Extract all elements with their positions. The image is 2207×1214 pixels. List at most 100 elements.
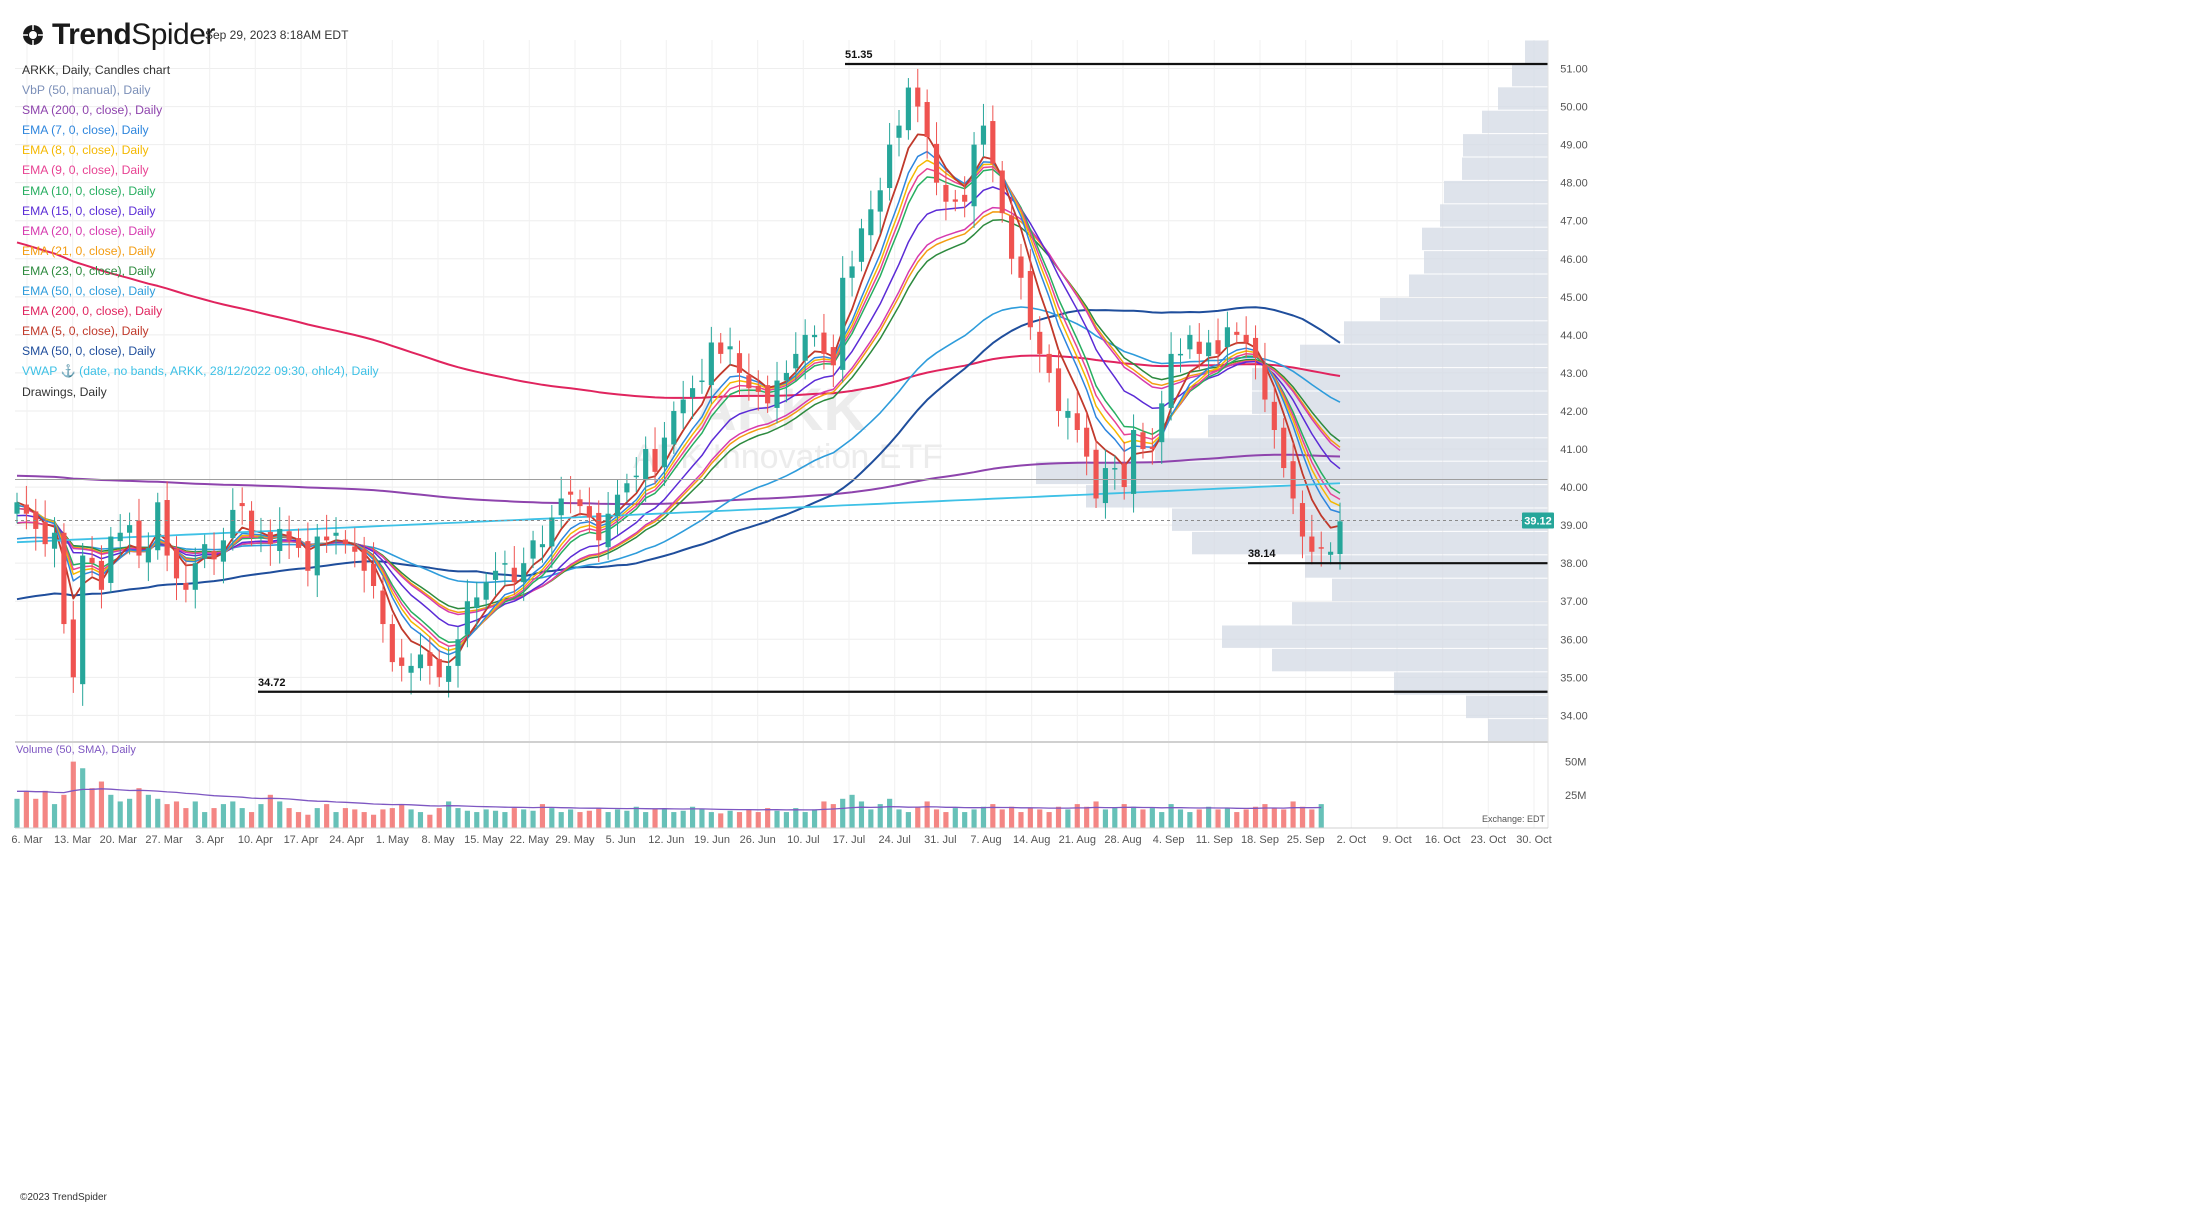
volume-bar	[802, 812, 808, 828]
candle-body	[1215, 340, 1221, 354]
volume-bar	[14, 798, 20, 828]
candle-body	[1262, 364, 1268, 400]
volume-bar	[42, 790, 48, 828]
candle-body	[840, 277, 846, 370]
candle-body	[755, 385, 761, 392]
candle-body	[1234, 331, 1240, 335]
volume-bar	[661, 808, 668, 828]
legend-entry[interactable]: ARKK, Daily, Candles chart	[22, 63, 171, 77]
volume-bar	[999, 809, 1005, 828]
volume-bar	[765, 808, 771, 828]
legend-entry[interactable]: EMA (23, 0, close), Daily	[22, 263, 156, 278]
volume-bar	[671, 812, 677, 828]
copyright: ©2023 TrendSpider	[20, 1192, 107, 1203]
vbp-bar	[1482, 110, 1548, 134]
volume-bar	[127, 798, 133, 828]
legend-entry[interactable]: EMA (8, 0, close), Daily	[22, 143, 149, 158]
candle-body	[399, 657, 405, 666]
volume-bar	[1206, 806, 1212, 828]
legend-entry[interactable]: VbP (50, manual), Daily	[22, 83, 151, 98]
volume-bar	[258, 804, 264, 828]
candle-body	[1009, 215, 1015, 259]
volume-bar	[980, 806, 987, 828]
legend-entry[interactable]: EMA (21, 0, close), Daily	[22, 243, 156, 258]
vbp-bar	[1344, 321, 1548, 344]
candle-body	[849, 266, 855, 278]
candle-body	[568, 491, 574, 495]
y-tick-label: 49.00	[1560, 140, 1588, 152]
legend-entry[interactable]: EMA (9, 0, close), Daily	[22, 163, 149, 178]
volume-bar	[145, 794, 151, 828]
x-tick-label: 24. Jul	[878, 834, 910, 846]
legend-entry[interactable]: EMA (200, 0, close), Daily	[22, 304, 163, 319]
ema-20-line	[16, 206, 1341, 616]
candle-body	[436, 659, 442, 678]
candle-body	[483, 582, 489, 600]
candle-body	[1159, 403, 1165, 443]
candle-body	[821, 332, 827, 354]
candle-body	[1337, 521, 1343, 555]
volume-bar	[1102, 809, 1109, 828]
volume-bar	[858, 801, 865, 828]
volume-bar	[971, 809, 977, 828]
candle-body	[1018, 256, 1024, 278]
volume-bar	[286, 808, 292, 828]
volume-bar	[577, 812, 583, 828]
candle-body	[1112, 468, 1118, 470]
legend-entry[interactable]: EMA (10, 0, close), Daily	[22, 183, 156, 198]
legend-entry[interactable]: Drawings, Daily	[22, 384, 107, 399]
volume-bar	[492, 810, 499, 828]
legend-entry[interactable]: SMA (200, 0, close), Daily	[22, 103, 163, 118]
volume-bar	[324, 804, 330, 828]
vbp-bar	[1305, 555, 1548, 578]
volume-bar	[436, 808, 442, 828]
candle-body	[417, 654, 424, 669]
legend-entry[interactable]: EMA (5, 0, close), Daily	[22, 324, 149, 339]
candle-body	[1027, 270, 1033, 328]
legend-entry[interactable]: EMA (20, 0, close), Daily	[22, 223, 156, 238]
candle-body	[1281, 427, 1287, 469]
candle-body	[1206, 342, 1212, 357]
candle-body	[314, 536, 320, 576]
last-price-badge	[1522, 512, 1554, 529]
legend-entry[interactable]: EMA (15, 0, close), Daily	[22, 203, 156, 218]
volume-bar	[389, 808, 395, 828]
legend-entry[interactable]: SMA (50, 0, close), Daily	[22, 344, 156, 359]
x-tick-label: 2. Oct	[1337, 834, 1366, 846]
candle-body	[324, 536, 330, 541]
volume-bar	[1159, 812, 1165, 828]
exchange-label: Exchange: EDT	[1482, 814, 1546, 824]
candle-body	[1149, 446, 1155, 450]
volume-bar	[614, 809, 621, 828]
candle-body	[943, 184, 949, 202]
candle-body	[352, 546, 358, 552]
volume-bar	[277, 801, 283, 828]
sma-200-line	[16, 453, 1341, 506]
candle-body	[933, 143, 940, 183]
y-tick-label: 36.00	[1560, 634, 1588, 646]
legend-entry[interactable]: EMA (7, 0, close), Daily	[22, 123, 149, 138]
candle-body	[192, 563, 198, 590]
x-tick-label: 30. Oct	[1516, 834, 1551, 846]
volume-bar	[183, 808, 189, 828]
y-tick-label: 47.00	[1560, 216, 1588, 228]
legend-entry[interactable]: EMA (50, 0, close), Daily	[22, 284, 156, 299]
volume-bar	[558, 812, 564, 828]
legend-entry[interactable]: VWAP ⚓ (date, no bands, ARKK, 28/12/2022…	[22, 364, 379, 379]
indicator-lines	[16, 133, 1341, 664]
candle-body	[830, 347, 836, 366]
candle-body	[689, 388, 696, 398]
vbp-bar	[1292, 602, 1548, 625]
candle-body	[1271, 401, 1277, 430]
volume-bar	[1262, 804, 1268, 828]
candle-body	[718, 342, 724, 354]
volume-bar	[1318, 804, 1324, 828]
candle-body	[783, 372, 789, 381]
candle-body	[652, 449, 658, 472]
x-tick-label: 12. Jun	[648, 834, 684, 846]
volume-bar	[793, 808, 799, 828]
level-label: 38.14	[1248, 548, 1276, 560]
brand-light: Spider	[131, 18, 215, 51]
